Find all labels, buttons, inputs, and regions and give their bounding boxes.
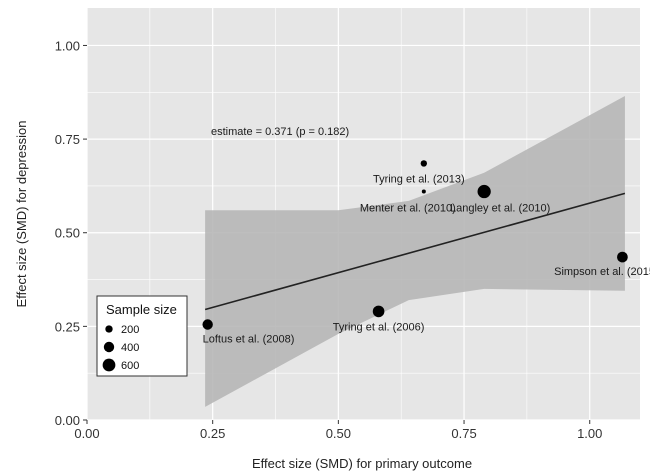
legend-marker	[103, 341, 115, 353]
legend-items: 200 400 600	[102, 324, 139, 372]
x-tick-label: 0.75	[451, 426, 476, 441]
data-point	[617, 251, 628, 263]
x-axis-ticks: 0.00 0.25 0.50 0.75 1.00	[74, 420, 602, 441]
legend-item-label: 400	[121, 342, 139, 354]
data-point	[372, 305, 385, 318]
legend-marker	[105, 325, 113, 333]
point-label: Langley et al. (2010)	[450, 203, 550, 215]
data-point	[420, 160, 428, 167]
legend: Sample size 200 400 600	[96, 295, 188, 377]
y-tick-label: 0.50	[55, 226, 80, 241]
x-tick-label: 0.50	[326, 426, 351, 441]
x-axis-label: Effect size (SMD) for primary outcome	[252, 456, 472, 471]
point-label: Tyring et al. (2006)	[333, 321, 425, 333]
data-point	[477, 184, 491, 199]
point-label: Menter et al. (2010)	[360, 203, 456, 215]
estimate-annotation: estimate = 0.371 (p = 0.182)	[211, 126, 349, 138]
y-axis-label: Effect size (SMD) for depression	[14, 121, 29, 308]
y-tick-label: 1.00	[55, 38, 80, 53]
point-label: Loftus et al. (2008)	[203, 333, 295, 345]
y-tick-label: 0.00	[55, 413, 80, 428]
data-points	[202, 160, 628, 330]
y-axis-ticks: 0.00 0.25 0.50 0.75 1.00	[55, 38, 87, 428]
data-point	[202, 319, 213, 330]
legend-item-label: 200	[121, 324, 139, 336]
x-tick-label: 0.00	[74, 426, 99, 441]
point-label: Tyring et al. (2013)	[373, 173, 465, 185]
point-labels: Loftus et al. (2008) Tyring et al. (2006)…	[203, 173, 650, 345]
legend-title: Sample size	[106, 302, 177, 317]
data-point	[421, 189, 426, 194]
legend-item-label: 600	[121, 360, 139, 372]
y-tick-label: 0.75	[55, 132, 80, 147]
legend-marker	[102, 358, 116, 372]
regression-line	[204, 192, 626, 311]
x-tick-label: 0.25	[200, 426, 225, 441]
y-tick-label: 0.25	[55, 319, 80, 334]
point-label: Simpson et al. (2015)	[554, 266, 650, 278]
x-tick-label: 1.00	[577, 426, 602, 441]
